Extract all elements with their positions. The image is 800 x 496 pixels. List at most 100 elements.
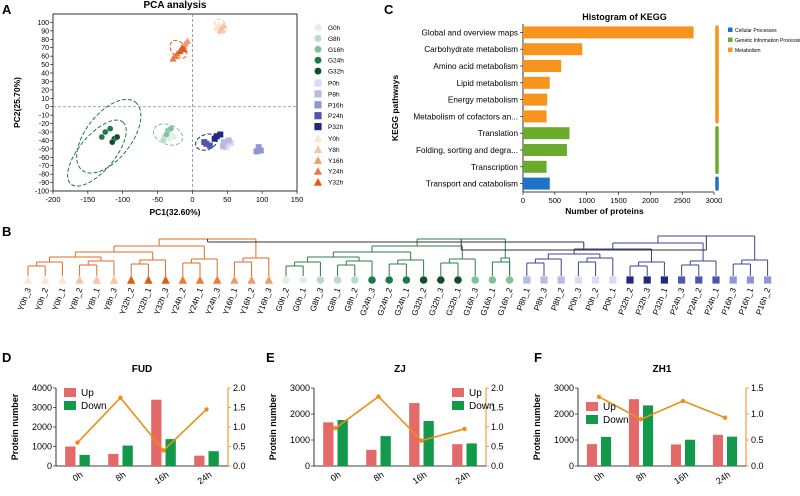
dendro-leaf-label: Y24h_1 (187, 286, 205, 316)
pca-point-G16h (167, 125, 174, 132)
pca-legend-swatch (314, 67, 322, 75)
zh1-y2tick-label: 0.5 (751, 435, 764, 445)
dendro-leaf-label: P16h_1 (737, 286, 755, 316)
dendro-leaf-marker (454, 276, 462, 284)
pca-ytick-label: -60 (39, 155, 49, 162)
dendro-leaf-label: G16h_1 (479, 286, 498, 317)
zh1-title: ZH1 (653, 364, 672, 375)
dendro-leaf-marker (144, 275, 153, 284)
pca-legend-swatch (314, 101, 322, 109)
fud-ratio-point (118, 395, 123, 400)
zj-bar-up (452, 444, 463, 466)
dendro-leaf-marker (471, 276, 480, 284)
pca-point-Y32h (176, 47, 184, 55)
kegg-category-label: Translation (478, 129, 519, 138)
pca-ytick-label: -20 (39, 121, 49, 128)
fud-ytick-label: 2000 (32, 422, 52, 432)
pca-point-G24h (102, 128, 109, 136)
fud-legend-swatch (64, 401, 76, 410)
dendro-leaf-marker (592, 276, 600, 284)
pca-ytick-label: -100 (35, 189, 49, 196)
dendro-leaf-label: P32h_1 (651, 286, 669, 316)
dendro-leaf-marker (178, 275, 187, 284)
dendro-leaf-marker (385, 276, 394, 284)
kegg-bar (523, 93, 548, 106)
zj-ratio-point (462, 426, 467, 432)
kegg-category-label: Metabolism of cofactors an... (413, 112, 518, 121)
dendro-leaf-marker (41, 275, 50, 284)
pca-legend-swatch (314, 79, 322, 87)
zj-bar-up (409, 403, 420, 466)
dendro-leaf-marker (712, 276, 720, 284)
pca-point-P8h (220, 139, 227, 146)
dendro-leaf-marker (368, 276, 376, 284)
pca-legend-swatch (314, 123, 322, 131)
pca-ytick-label: 80 (41, 37, 49, 44)
pca-ytick-label: 10 (41, 96, 49, 103)
kegg-category-label: Transport and catabolism (426, 180, 518, 189)
pca-ytick-label: 60 (41, 54, 49, 61)
zj-bar-down (423, 421, 434, 466)
dendro-leaf-label: Y0h_3 (16, 286, 33, 312)
dendro-leaf-label: Y16h_1 (221, 286, 239, 316)
fud-bar-up (151, 399, 162, 466)
dendro-leaf-label: Y8h_3 (102, 286, 119, 312)
pca-ytick-label: 40 (41, 71, 49, 78)
fud-legend-label: Up (81, 388, 94, 399)
dendro-leaf-marker (264, 275, 273, 284)
kegg-category-label: Energy metabolism (448, 96, 518, 105)
dendro-leaf-marker (729, 276, 737, 284)
kegg-xtick-label: 1500 (610, 196, 627, 205)
kegg-bar (523, 110, 547, 123)
fud-ratio-point (204, 407, 209, 412)
dendro-leaf-label: P32h_3 (634, 286, 652, 316)
pca-title: PCA analysis (144, 0, 207, 11)
pca-legend-label: G16h (328, 47, 344, 54)
zj-chart: ZJ 0 1000 2000 3000 0.0 0.5 1.0 1.5 2.0 Protein nu… (268, 364, 504, 486)
pca-legend-swatch (313, 178, 323, 186)
dendro-leaf-label: G24h_2 (376, 286, 395, 317)
dendro-leaf-label: Y16h_2 (238, 286, 256, 316)
kegg-xtick-label: 2500 (674, 196, 691, 205)
fud-legend-label: Down (81, 401, 107, 412)
zh1-legend-swatch (586, 415, 598, 424)
dendro-leaf-label: P32h_2 (617, 286, 635, 316)
kegg-bar (523, 160, 547, 173)
pca-legend-swatch (313, 145, 323, 153)
dendro-leaf-marker (351, 276, 359, 284)
dendro-leaf-marker (437, 276, 445, 284)
zh1-xtick-label: 24h (714, 469, 732, 486)
kegg-xtick-label: 0 (521, 196, 525, 205)
kegg-title: Histogram of KEGG (582, 12, 667, 22)
zh1-legend-label: Down (603, 415, 629, 426)
kegg-legend-label: Cellular Processes (735, 28, 777, 34)
zh1-bar-down (685, 439, 696, 466)
zj-y2tick-label: 0.5 (491, 442, 504, 452)
pca-legend-label: Y8h (328, 147, 340, 154)
zh1-chart: ZH1 0 1000 2000 3000 0.0 0.5 1.0 1.5 Protein numb… (532, 364, 764, 486)
dendro-leaf-label: P0h_2 (584, 286, 601, 312)
pca-point-Y32h (180, 45, 188, 53)
zj-title: ZJ (394, 364, 406, 375)
dendro-leaf-label: G24h_1 (393, 286, 412, 317)
pca-ytick-label: -30 (39, 130, 49, 137)
zj-ytick-label: 2000 (290, 409, 310, 419)
pca-legend-label: P8h (328, 91, 340, 98)
zj-ratio-point (333, 425, 338, 431)
pca-ytick-label: -10 (39, 113, 49, 120)
zh1-ratio-line (598, 396, 726, 421)
zh1-xtick-label: 0h (592, 469, 606, 483)
dendro-leaf-label: Y0h_2 (34, 286, 51, 312)
dendro-leaf-label: G0h_1 (291, 286, 308, 313)
zh1-y2tick-label: 1.0 (751, 409, 764, 419)
dendro-leaf-marker (678, 276, 686, 284)
pca-legend-label: G32h (328, 69, 344, 76)
kegg-xtick-label: 1000 (578, 196, 595, 205)
zh1-ratio-point (722, 415, 728, 420)
pca-legend-label: Y0h (328, 136, 340, 143)
zj-ylabel: Protein number (268, 393, 278, 460)
kegg-legend-label: Genetic Information Processing (735, 38, 800, 44)
dendro-leaf-label: P8h_2 (550, 286, 567, 312)
fud-ytick-label: 4000 (32, 383, 52, 393)
zj-legend-swatch (452, 388, 464, 397)
